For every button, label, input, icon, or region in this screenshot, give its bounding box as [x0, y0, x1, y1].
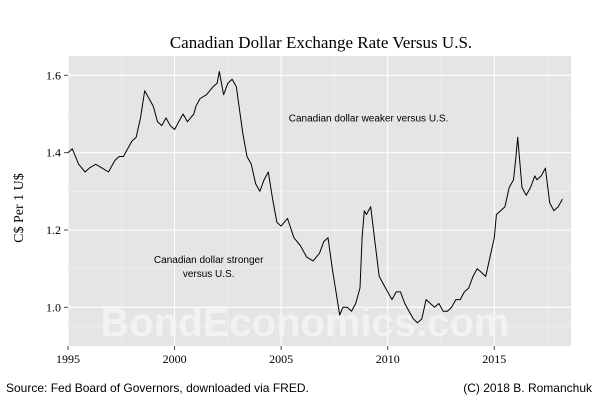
x-tick-label: 2010	[376, 352, 400, 366]
y-tick-label: 1.2	[46, 223, 61, 237]
credit-note: (C) 2018 B. Romanchuk	[463, 381, 593, 395]
x-tick-label: 2005	[269, 352, 293, 366]
y-tick-label: 1.0	[46, 300, 61, 314]
x-tick-label: 2015	[482, 352, 506, 366]
annotation-text: Canadian dollar weaker versus U.S.	[289, 114, 449, 125]
annotation-layer: Canadian dollar weaker versus U.S. Canadi…	[154, 114, 448, 280]
x-tick-label: 2000	[163, 352, 187, 366]
y-tick-label: 1.4	[46, 146, 61, 160]
tick-labels: 1995 2000 2005 2010 2015 1.0 1.2 1.4 1.6	[46, 68, 506, 366]
watermark-text: BondEconomics.com	[101, 301, 510, 345]
source-note: Source: Fed Board of Governors, download…	[6, 381, 309, 395]
x-tick-label: 1995	[56, 352, 80, 366]
chart-title: Canadian Dollar Exchange Rate Versus U.S…	[170, 33, 472, 52]
grid-lines	[67, 56, 571, 346]
annotation-text: versus U.S.	[183, 269, 235, 280]
y-tick-label: 1.6	[46, 68, 61, 82]
series-layer	[67, 71, 563, 324]
annotation-text: Canadian dollar stronger	[154, 255, 264, 266]
series-line	[67, 71, 563, 324]
y-axis-label: C$ Per 1 U$	[12, 173, 27, 243]
